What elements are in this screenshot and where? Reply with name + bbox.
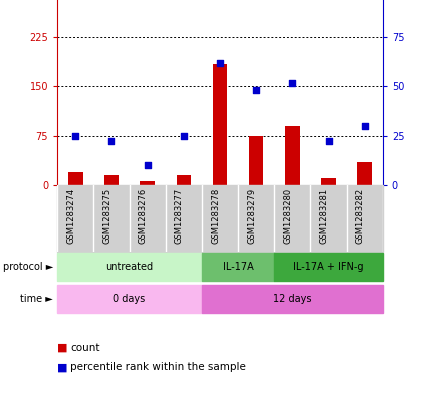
Text: GSM1283278: GSM1283278 <box>211 188 220 244</box>
Text: 0 days: 0 days <box>114 294 146 304</box>
Point <box>289 79 296 86</box>
Bar <box>285 126 300 185</box>
Text: IL-17A + IFN-g: IL-17A + IFN-g <box>293 262 364 272</box>
Bar <box>68 172 83 185</box>
Text: percentile rank within the sample: percentile rank within the sample <box>70 362 246 373</box>
Bar <box>176 175 191 185</box>
Text: untreated: untreated <box>106 262 154 272</box>
Bar <box>57 253 202 281</box>
Text: protocol ►: protocol ► <box>3 262 53 272</box>
Point <box>144 162 151 168</box>
Bar <box>104 175 119 185</box>
Point <box>361 123 368 129</box>
Point <box>216 60 224 66</box>
Text: GSM1283276: GSM1283276 <box>139 188 148 244</box>
Text: ■: ■ <box>57 343 68 353</box>
Bar <box>57 285 202 313</box>
Point <box>325 138 332 145</box>
Bar <box>249 136 264 185</box>
Text: IL-17A: IL-17A <box>223 262 253 272</box>
Text: time ►: time ► <box>20 294 53 304</box>
Text: GSM1283280: GSM1283280 <box>283 188 292 244</box>
Bar <box>274 253 383 281</box>
Bar <box>213 64 227 185</box>
Text: GSM1283279: GSM1283279 <box>247 188 256 244</box>
Text: GSM1283282: GSM1283282 <box>356 188 365 244</box>
Bar <box>357 162 372 185</box>
Point <box>253 87 260 94</box>
Text: ■: ■ <box>57 362 68 373</box>
Bar <box>140 182 155 185</box>
Text: 12 days: 12 days <box>273 294 312 304</box>
Point <box>72 132 79 139</box>
Text: count: count <box>70 343 100 353</box>
Point <box>180 132 187 139</box>
Bar <box>202 253 274 281</box>
Text: GSM1283281: GSM1283281 <box>319 188 329 244</box>
Text: GSM1283277: GSM1283277 <box>175 188 184 244</box>
Bar <box>321 178 336 185</box>
Point <box>108 138 115 145</box>
Bar <box>202 285 383 313</box>
Text: GSM1283275: GSM1283275 <box>103 188 111 244</box>
Text: GSM1283274: GSM1283274 <box>66 188 75 244</box>
